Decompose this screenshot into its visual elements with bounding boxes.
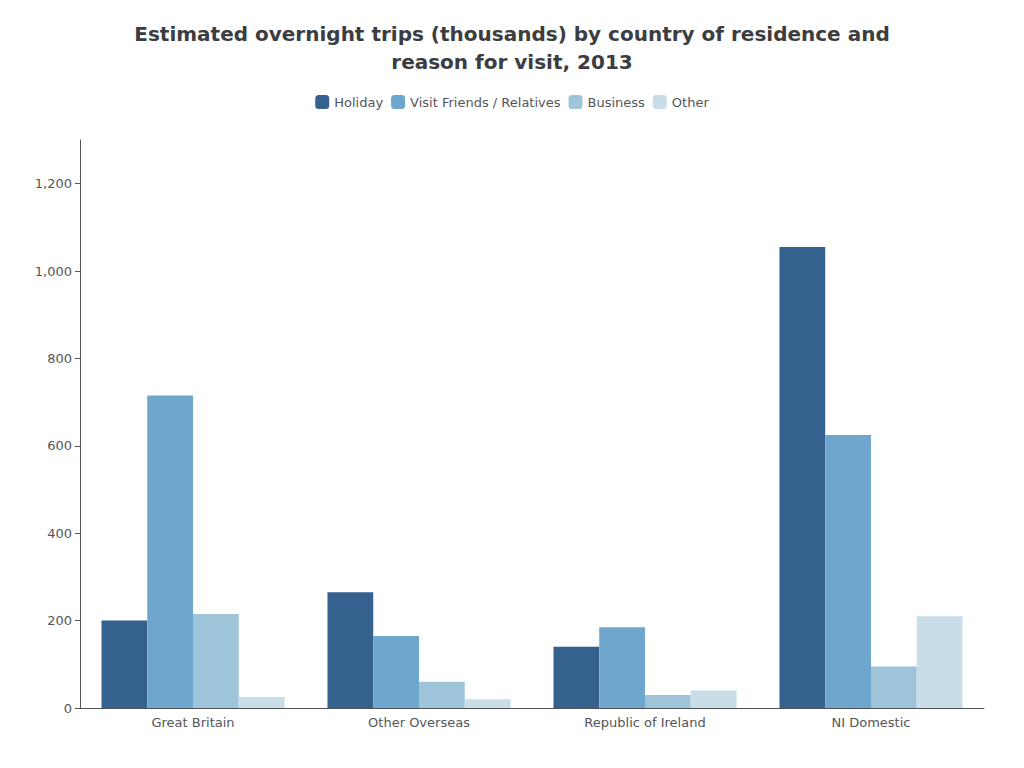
svg-text:800: 800: [47, 351, 72, 366]
svg-text:Other: Other: [672, 95, 710, 110]
svg-text:Republic of Ireland: Republic of Ireland: [584, 715, 705, 730]
svg-text:0: 0: [64, 701, 72, 716]
svg-text:Other Overseas: Other Overseas: [368, 715, 470, 730]
svg-text:NI Domestic: NI Domestic: [832, 715, 911, 730]
svg-text:Estimated overnight trips (tho: Estimated overnight trips (thousands) by…: [134, 22, 889, 46]
svg-text:reason for visit, 2013: reason for visit, 2013: [391, 50, 632, 74]
svg-text:400: 400: [47, 526, 72, 541]
svg-text:200: 200: [47, 613, 72, 628]
svg-text:Holiday: Holiday: [334, 95, 383, 110]
svg-text:1,200: 1,200: [35, 176, 72, 191]
svg-text:Business: Business: [588, 95, 646, 110]
svg-text:Visit Friends / Relatives: Visit Friends / Relatives: [410, 95, 561, 110]
svg-text:600: 600: [47, 438, 72, 453]
svg-text:Great Britain: Great Britain: [151, 715, 234, 730]
svg-text:1,000: 1,000: [35, 264, 72, 279]
